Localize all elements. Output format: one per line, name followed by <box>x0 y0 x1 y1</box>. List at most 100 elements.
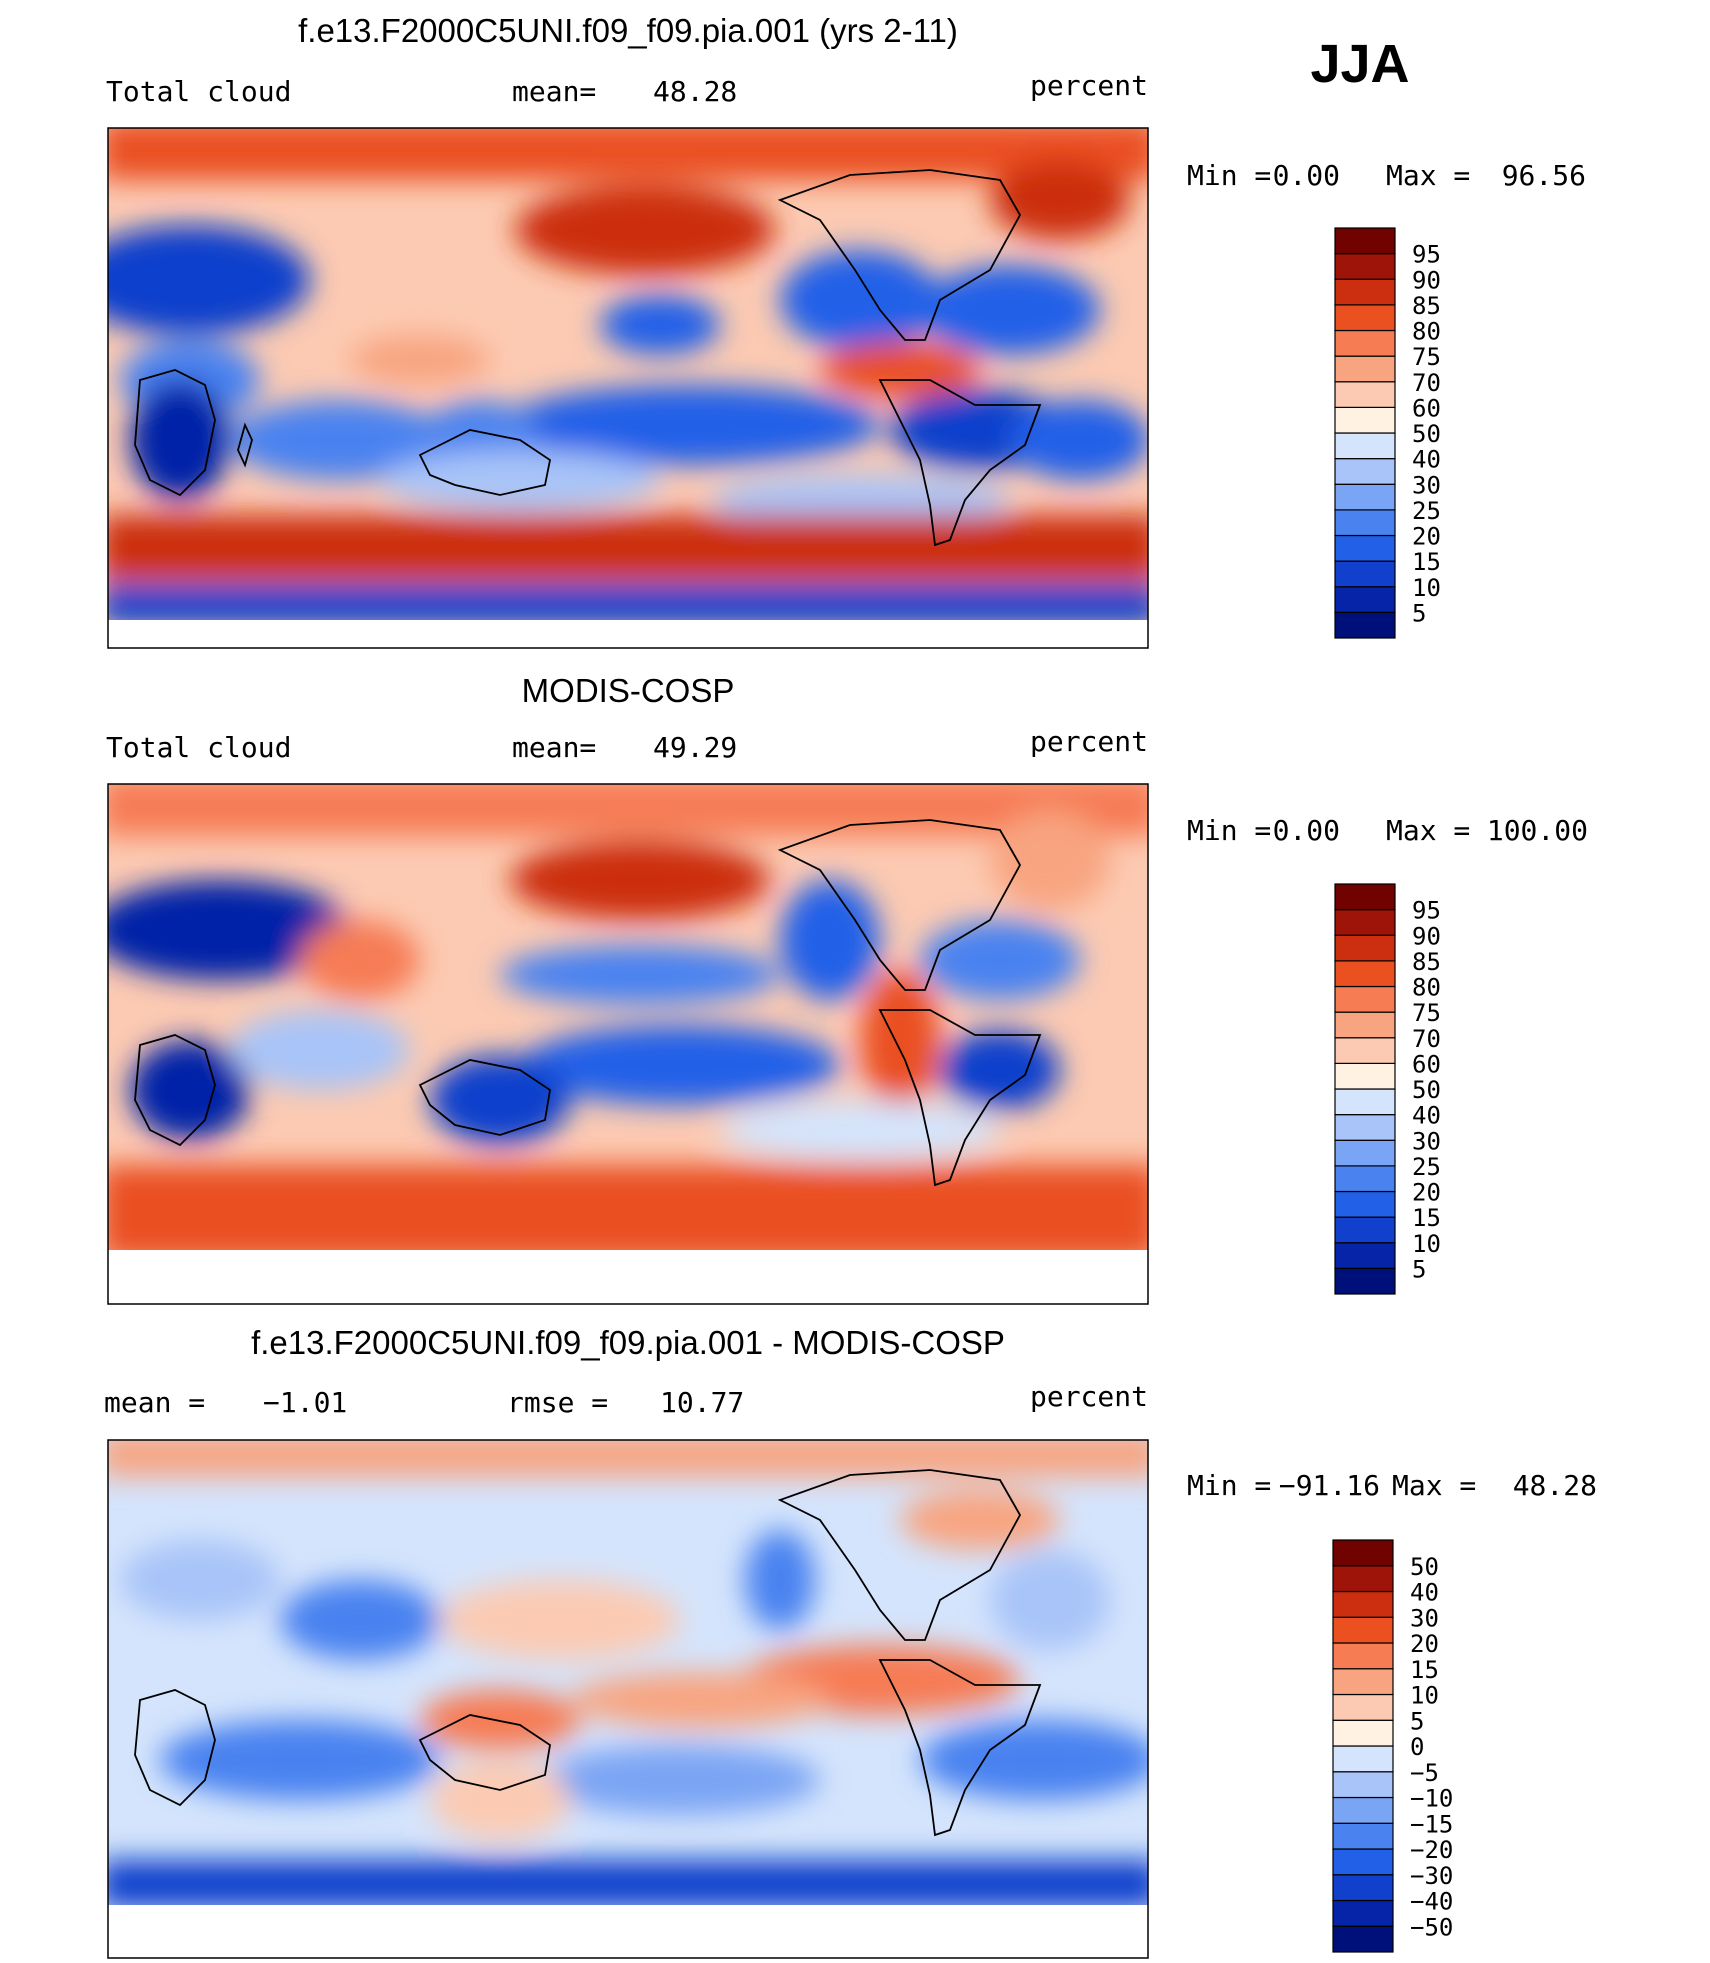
panel-mean-value: 49.29 <box>653 731 737 764</box>
colorbar-swatch <box>1334 1216 1396 1244</box>
colorbar-tick-label: −20 <box>1410 1836 1453 1864</box>
coastlines <box>134 169 1042 547</box>
min-value: −91.16 <box>1279 1469 1380 1502</box>
colorbar-swatch <box>1334 227 1396 255</box>
colorbar-tick-label: 25 <box>1412 497 1441 525</box>
coastlines <box>134 819 1042 1187</box>
colorbar-tick-label: 20 <box>1412 1179 1441 1207</box>
colorbar-swatch <box>1334 960 1396 988</box>
panel-title: MODIS-COSP <box>522 672 735 709</box>
colorbar-swatch <box>1334 406 1396 434</box>
max-value: 96.56 <box>1502 159 1586 192</box>
colorbar-tick-label: 75 <box>1412 999 1441 1027</box>
colorbar-swatch <box>1334 355 1396 383</box>
colorbar-swatch <box>1332 1693 1394 1721</box>
panel-units: percent <box>1030 725 1148 758</box>
colorbar-tick-label: 15 <box>1412 1204 1441 1232</box>
colorbar-tick-label: 80 <box>1412 974 1441 1002</box>
colorbar-swatch <box>1334 934 1396 962</box>
colorbar-tick-label: 50 <box>1412 1076 1441 1104</box>
colorbar-swatch <box>1332 1668 1394 1696</box>
colorbar-tick-label: 95 <box>1412 241 1441 269</box>
colorbar-swatch <box>1334 909 1396 936</box>
panel-units: percent <box>1030 1380 1148 1413</box>
colorbar-tick-label: 40 <box>1412 446 1441 474</box>
colorbar-tick-label: 5 <box>1412 599 1426 627</box>
colorbar-swatch <box>1334 1190 1396 1218</box>
colorbar-swatch <box>1332 1822 1394 1850</box>
colorbar-tick-label: 40 <box>1412 1102 1441 1130</box>
panel-mean-value: −1.01 <box>263 1386 347 1419</box>
panel-units: percent <box>1030 69 1148 102</box>
max-label: Max = <box>1386 159 1470 192</box>
colorbar-tick-label: 90 <box>1412 922 1441 950</box>
season-label: JJA <box>1310 34 1409 94</box>
colorbar-swatch <box>1334 985 1396 1013</box>
colorbar-swatch <box>1334 509 1396 537</box>
colorbar-tick-label: 60 <box>1412 394 1441 422</box>
panel-mean-label: mean = <box>104 1386 205 1419</box>
colorbar-swatch <box>1332 1590 1394 1618</box>
colorbar-swatch <box>1334 432 1396 460</box>
colorbar-swatch <box>1332 1539 1394 1567</box>
colorbar-tick-label: 80 <box>1412 318 1441 346</box>
colorbar-swatch <box>1332 1925 1394 1953</box>
colorbar-swatch <box>1332 1616 1394 1644</box>
panel-difference: f.e13.F2000C5UNI.f09_f09.pia.001 - MODIS… <box>104 1324 1597 1959</box>
panel-rmse-value: 10.77 <box>660 1386 744 1419</box>
colorbar-tick-label: 70 <box>1412 1025 1441 1053</box>
panel-observation: MODIS-COSP Total cloud mean= 49.29 perce… <box>106 672 1588 1305</box>
colorbar-tick-label: 10 <box>1410 1682 1439 1710</box>
min-value: 0.00 <box>1273 814 1340 847</box>
colorbar-tick-label: 10 <box>1412 574 1441 602</box>
min-label: Min = <box>1187 1469 1271 1502</box>
colorbar-tick-label: 60 <box>1412 1050 1441 1078</box>
panel-title: f.e13.F2000C5UNI.f09_f09.pia.001 (yrs 2-… <box>298 12 958 49</box>
min-value: 0.00 <box>1273 159 1340 192</box>
colorbar-swatch <box>1334 278 1396 306</box>
colorbar-tick-label: 20 <box>1410 1630 1439 1658</box>
colorbar-tick-label: −15 <box>1410 1810 1453 1838</box>
colorbar-tick-label: 25 <box>1412 1153 1441 1181</box>
colorbar-tick-label: 85 <box>1412 948 1441 976</box>
colorbar-tick-label: 30 <box>1412 471 1441 499</box>
colorbar-tick-label: 10 <box>1412 1230 1441 1258</box>
colorbar-tick-label: 0 <box>1410 1733 1424 1761</box>
colorbar-swatch <box>1334 253 1396 280</box>
colorbar-swatch <box>1332 1899 1394 1927</box>
colorbar-swatch <box>1334 1267 1396 1295</box>
colorbar-swatch <box>1334 1037 1396 1064</box>
colorbar-swatch <box>1332 1745 1394 1773</box>
max-label: Max = <box>1386 814 1470 847</box>
panel-left-label: Total cloud <box>106 75 291 108</box>
colorbar-swatch <box>1332 1565 1394 1593</box>
colorbar-tick-label: 70 <box>1412 369 1441 397</box>
map-frame <box>107 783 1149 1305</box>
colorbar-tick-label: 75 <box>1412 343 1441 371</box>
max-value: 48.28 <box>1513 1469 1597 1502</box>
colorbar-tick-label: 30 <box>1412 1127 1441 1155</box>
colorbar-tick-label: −50 <box>1410 1913 1453 1941</box>
map-frame <box>107 127 1149 649</box>
coastlines <box>134 1469 1042 1837</box>
colorbar-swatch <box>1332 1642 1394 1670</box>
colorbar-swatch <box>1334 458 1396 485</box>
colorbar-swatch <box>1332 1771 1394 1799</box>
colorbar-swatch <box>1334 534 1396 562</box>
colorbar-swatch <box>1334 883 1396 911</box>
colorbar-swatch <box>1332 1796 1394 1824</box>
panel-title: f.e13.F2000C5UNI.f09_f09.pia.001 - MODIS… <box>251 1324 1005 1361</box>
colorbar-tick-label: −5 <box>1410 1759 1439 1787</box>
colorbar-swatch <box>1334 304 1396 332</box>
colorbar-tick-label: −40 <box>1410 1888 1453 1916</box>
colorbar-tick-label: 5 <box>1412 1255 1426 1283</box>
max-value: 100.00 <box>1487 814 1588 847</box>
panel-rmse-label: rmse = <box>507 1386 608 1419</box>
colorbar-tick-label: −30 <box>1410 1862 1453 1890</box>
colorbar-swatch <box>1334 1165 1396 1193</box>
map-field <box>108 128 1148 620</box>
colorbar-swatch <box>1334 1114 1396 1141</box>
colorbar-swatch <box>1334 611 1396 639</box>
